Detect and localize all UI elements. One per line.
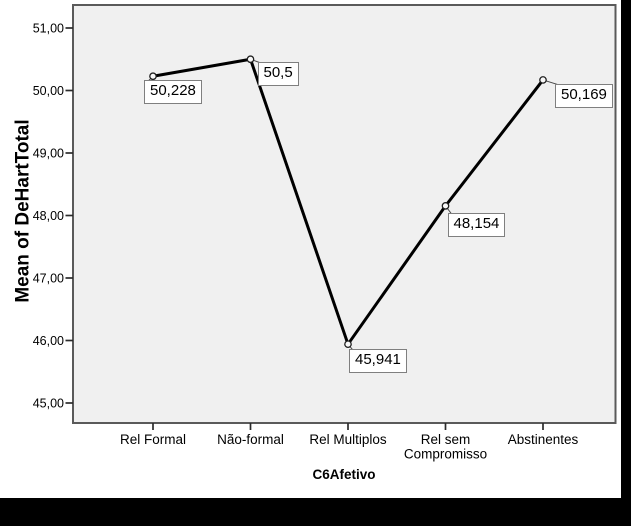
data-point-markers <box>149 55 547 349</box>
y-tick-label: 46,00 <box>33 334 64 348</box>
y-tick-label: 47,00 <box>33 272 64 286</box>
category-label: Rel Formal <box>120 432 186 447</box>
y-tick-label: 49,00 <box>33 147 64 161</box>
data-point-marker <box>149 72 157 81</box>
plot-area <box>72 4 617 424</box>
black-strip-right <box>621 0 631 526</box>
category-label: Abstinentes <box>508 432 579 447</box>
data-point-marker <box>344 340 352 349</box>
black-band-bottom <box>0 498 631 526</box>
y-axis-title: Mean of DeHartTotal <box>13 119 34 302</box>
y-tick-label: 45,00 <box>33 397 64 411</box>
data-point-label: 48,154 <box>447 212 506 237</box>
category-label: Rel Multiplos <box>309 432 387 447</box>
data-point-label: 45,941 <box>349 349 407 373</box>
data-point-label: 50,228 <box>144 80 202 104</box>
x-axis-ticks: Rel Formal Não-formal Rel Multiplos Rel sem… <box>120 423 579 462</box>
y-axis-ticks: 51,00 50,00 49,00 48,00 47,00 46,00 45,00 <box>33 22 73 411</box>
data-point-marker <box>539 76 547 84</box>
x-axis-title: C6Afetivo <box>312 467 375 482</box>
y-tick-label: 48,00 <box>33 209 64 223</box>
y-tick-label: 51,00 <box>33 22 64 36</box>
y-tick-label: 50,00 <box>33 84 64 98</box>
category-label: Compromisso <box>404 447 487 462</box>
data-point-marker <box>246 55 255 64</box>
data-point-label: 50,5 <box>257 62 299 86</box>
category-label: Rel sem <box>421 432 471 447</box>
data-point-marker <box>441 202 450 210</box>
category-label: Não-formal <box>217 432 284 447</box>
data-point-label: 50,169 <box>555 83 613 108</box>
